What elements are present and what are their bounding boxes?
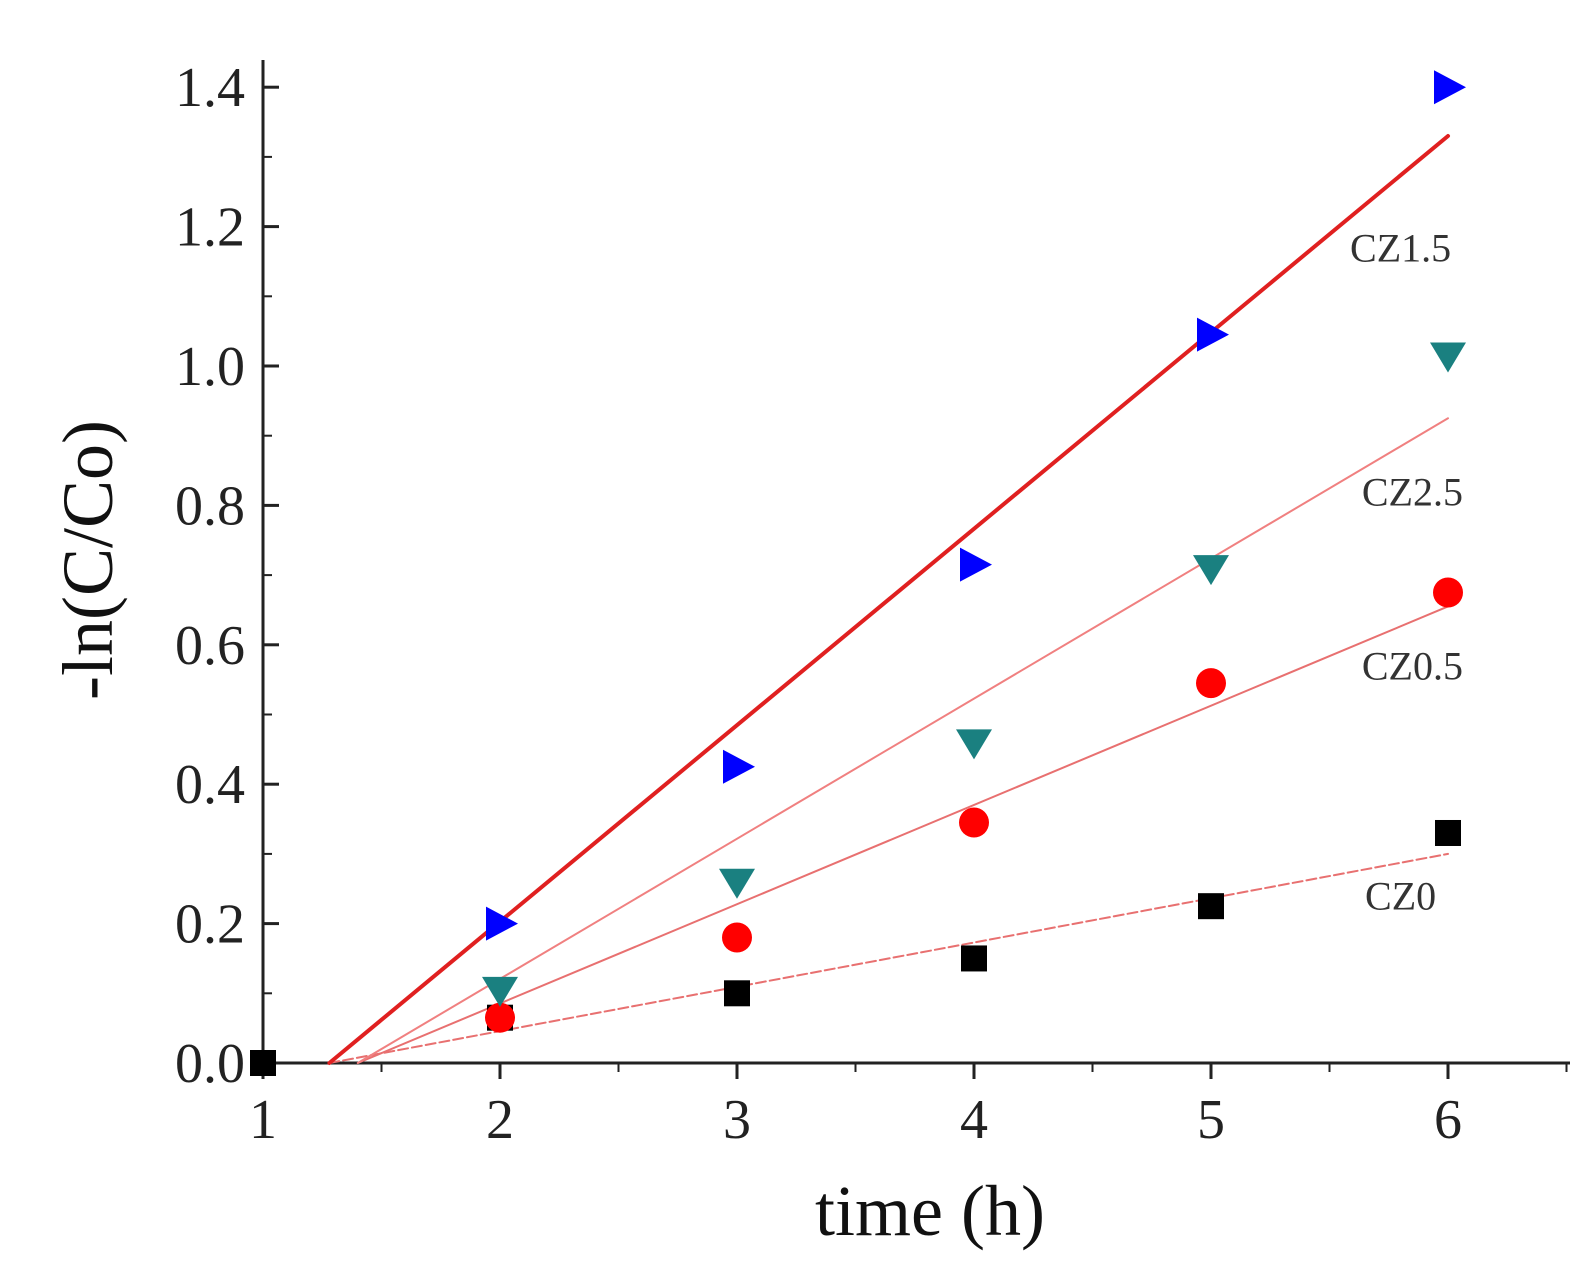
y-tick-label: 0.8: [175, 475, 245, 537]
point-cz0: [961, 945, 987, 972]
point-cz1-5: [723, 749, 755, 784]
series-label: CZ2.5: [1362, 469, 1463, 514]
y-tick-label: 1.0: [175, 336, 245, 398]
point-cz0-5: [1196, 668, 1226, 699]
y-tick-label: 0.6: [175, 615, 245, 677]
point-cz1-5: [1434, 70, 1466, 105]
point-cz2-5: [1193, 555, 1229, 586]
series-label: CZ1.5: [1350, 225, 1451, 270]
y-tick-label: 0.2: [175, 894, 245, 956]
data-points: [250, 70, 1466, 1076]
axes: 0.0 0.2 0.4 0.6 0.8 1.0 1.2 1.4 1 2 3 4 5 6: [175, 57, 1570, 1151]
point-cz1-5: [486, 906, 518, 941]
x-tick-label: 5: [1197, 1089, 1225, 1151]
x-axis-title: time (h): [815, 1171, 1045, 1251]
y-tick-label: 0.0: [175, 1033, 245, 1095]
point-cz2-5: [719, 868, 755, 899]
point-cz0-5: [1433, 577, 1463, 608]
point-cz1-5: [960, 547, 992, 582]
y-axis-title: -ln(C/Co): [48, 420, 128, 700]
point-cz0-5: [959, 807, 989, 838]
y-tick-label: 1.2: [175, 197, 245, 259]
x-tick-label: 1: [249, 1089, 277, 1151]
fit-line-cz2-5: [356, 417, 1449, 1064]
point-cz0: [1435, 819, 1461, 846]
x-tick-label: 4: [960, 1089, 988, 1151]
x-tick-label: 6: [1434, 1089, 1462, 1151]
fit-line-cz0: [328, 852, 1449, 1064]
series-labels: CZ1.5 CZ2.5 CZ0.5 CZ0: [1350, 225, 1463, 918]
fit-line-cz1-5: [327, 133, 1450, 1065]
series-label: CZ0: [1365, 874, 1436, 919]
point-cz0: [1198, 893, 1224, 920]
point-cz2-5: [956, 729, 992, 760]
point-cz1-5: [1197, 317, 1229, 352]
series-label: CZ0.5: [1362, 644, 1463, 689]
fit-lines: [327, 133, 1450, 1065]
fit-line-cz0-5: [356, 605, 1449, 1064]
point-cz0: [250, 1050, 276, 1076]
point-cz0: [724, 980, 750, 1007]
point-cz2-5: [1430, 342, 1466, 373]
point-cz0-5: [722, 922, 752, 953]
x-tick-label: 3: [723, 1089, 751, 1151]
y-tick-label: 0.4: [175, 754, 245, 816]
point-cz0-5: [485, 1002, 515, 1033]
x-tick-label: 2: [486, 1089, 514, 1151]
y-tick-label: 1.4: [175, 57, 245, 119]
point-cz2-5: [482, 976, 518, 1007]
